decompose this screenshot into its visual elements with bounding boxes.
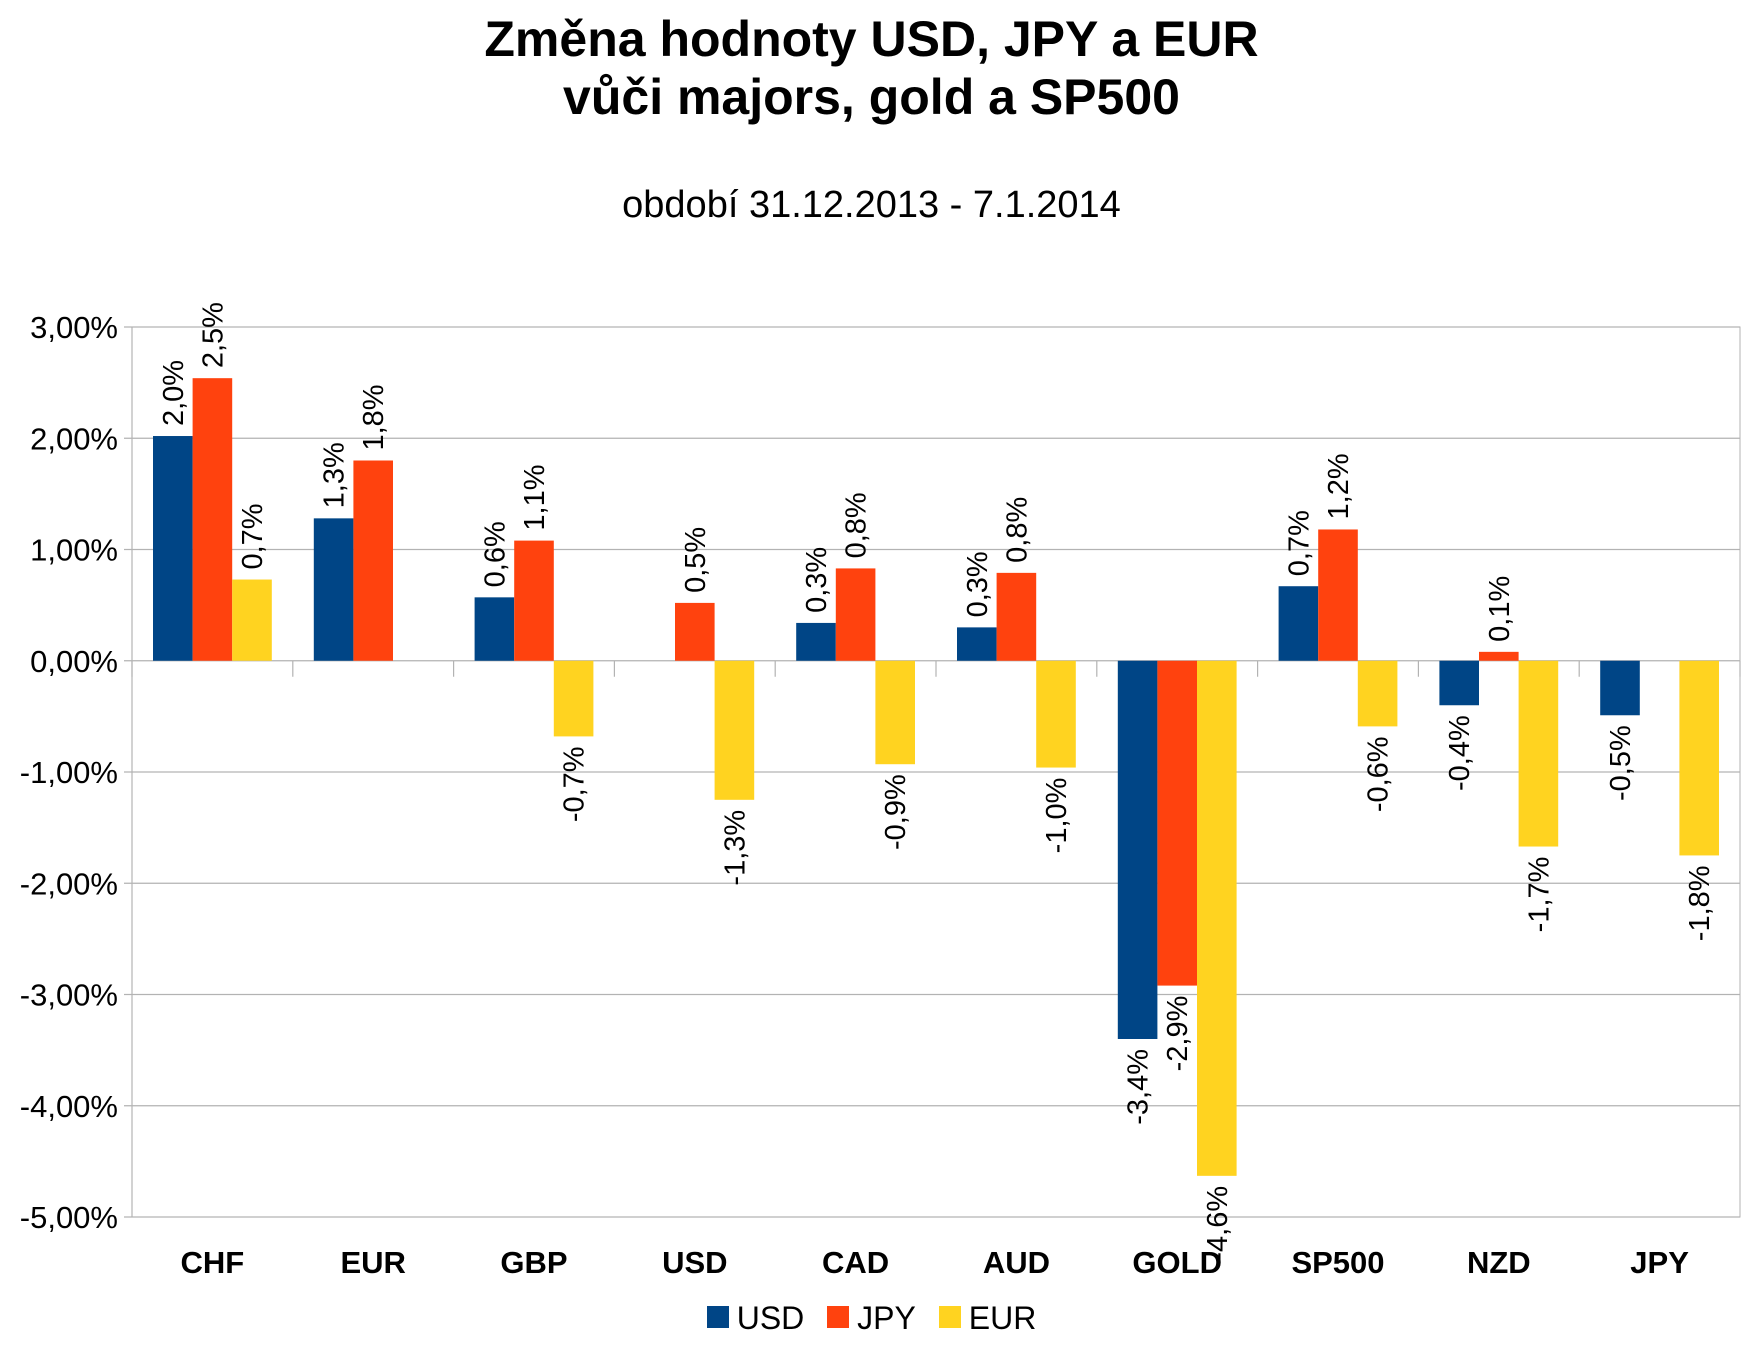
x-tick-label: CAD [822, 1245, 889, 1280]
legend-swatch-eur [938, 1306, 961, 1328]
grid-lines [124, 326, 1741, 1218]
legend-item-usd: USD [706, 1300, 805, 1336]
data-label: 0,7% [1283, 510, 1315, 576]
legend-swatch-jpy [827, 1306, 850, 1328]
data-label: 0,8% [1001, 497, 1033, 563]
bar-jpy-gold [1157, 660, 1197, 986]
bar-jpy-cad [835, 568, 876, 661]
data-label: 1,8% [358, 384, 390, 450]
bar-eur-jpy [1679, 660, 1719, 856]
data-label: 1,1% [519, 464, 551, 530]
legend-label-jpy: JPY [857, 1300, 916, 1336]
bar-eur-sp500 [1357, 660, 1398, 727]
bar-usd-aud [957, 627, 997, 661]
bar-eur-aud [1036, 660, 1076, 768]
legend: USD JPY EUR [0, 1300, 1743, 1336]
bar-jpy-chf [192, 378, 233, 661]
data-label: -4,6% [1202, 1186, 1234, 1262]
bars [153, 378, 1719, 1176]
bar-eur-nzd [1518, 660, 1559, 847]
bar-usd-nzd [1439, 660, 1479, 706]
bar-eur-cad [875, 660, 915, 765]
data-label: 1,3% [319, 442, 351, 508]
chart-title-line-1: Změna hodnoty USD, JPY a EUR [484, 11, 1259, 67]
x-tick-label: NZD [1467, 1245, 1531, 1280]
y-tick-label: 1,00% [30, 533, 118, 568]
data-label: -1,0% [1041, 778, 1073, 854]
data-label: 1,2% [1323, 453, 1355, 519]
data-label: 2,0% [158, 360, 190, 426]
bar-usd-cad [796, 622, 836, 661]
y-tick-label: 3,00% [30, 310, 118, 345]
x-tick-label: JPY [1630, 1245, 1689, 1280]
bar-usd-jpy [1600, 660, 1640, 716]
bar-jpy-usd [675, 602, 715, 661]
y-tick-label: -3,00% [20, 978, 118, 1013]
bar-eur-usd [714, 660, 755, 800]
legend-swatch-usd [706, 1306, 729, 1328]
x-tick-label: AUD [983, 1245, 1050, 1280]
legend-label-eur: EUR [968, 1300, 1037, 1336]
data-label: -0,5% [1605, 725, 1637, 801]
bar-usd-sp500 [1278, 586, 1319, 661]
legend-item-jpy: JPY [827, 1300, 916, 1336]
bar-eur-gbp [553, 660, 594, 737]
data-label: 0,6% [479, 521, 511, 587]
bar-usd-chf [153, 436, 193, 661]
chart-title-line-2: vůči majors, gold a SP500 [563, 69, 1180, 125]
legend-label-usd: USD [736, 1300, 805, 1336]
y-tick-label: -5,00% [20, 1200, 118, 1235]
x-tick-label: GBP [500, 1245, 567, 1280]
x-tick-label: CHF [181, 1245, 245, 1280]
legend-item-eur: EUR [938, 1300, 1037, 1336]
bar-eur-chf [232, 579, 272, 661]
chart-title: Změna hodnoty USD, JPY a EUR vůči majors… [0, 10, 1743, 126]
data-label: 0,3% [801, 547, 833, 613]
y-tick-label: 2,00% [30, 421, 118, 456]
bar-eur-gold [1197, 660, 1237, 1176]
data-label: 0,5% [680, 527, 712, 593]
bar-jpy-eur [353, 460, 393, 661]
y-tick-label: 0,00% [30, 644, 118, 679]
data-label: -0,9% [880, 774, 912, 850]
x-tick-label: USD [662, 1245, 727, 1280]
bar-jpy-sp500 [1318, 529, 1358, 661]
data-label: 0,8% [841, 492, 873, 558]
x-tick-label: EUR [340, 1245, 405, 1280]
data-label: -3,4% [1123, 1049, 1155, 1125]
axes: 3,00% 2,00% 1,00% 0,00% -1,00% -2,00% -3,00% -4… [20, 310, 1741, 1280]
x-tick-label: SP500 [1291, 1245, 1384, 1280]
bar-jpy-aud [996, 572, 1037, 661]
data-label: 0,3% [962, 551, 994, 617]
chart-subtitle: období 31.12.2013 - 7.1.2014 [622, 184, 1121, 226]
data-label: 2,5% [197, 302, 229, 368]
data-label: -0,7% [559, 746, 591, 822]
data-label: -0,6% [1363, 736, 1395, 812]
data-label: -0,4% [1444, 715, 1476, 791]
y-tick-label: -4,00% [20, 1089, 118, 1124]
bar-usd-gold [1117, 660, 1158, 1039]
data-label: 0,7% [237, 503, 269, 569]
bar-usd-eur [313, 518, 354, 661]
y-tick-label: -2,00% [20, 866, 118, 901]
bar-chart: 3,00% 2,00% 1,00% 0,00% -1,00% -2,00% -3,00% -4… [20, 302, 1741, 1280]
bar-jpy-gbp [514, 540, 554, 661]
x-tick-label: GOLD [1132, 1245, 1222, 1280]
data-label: -1,7% [1523, 857, 1555, 933]
bar-jpy-nzd [1479, 651, 1519, 661]
data-label: -1,8% [1684, 865, 1716, 941]
data-label: -1,3% [719, 810, 751, 886]
data-labels: 2,0% 1,3% 0,6% 0,3% 0,3% -3,4% 0,7% -0,4% -0,5% 2… [158, 302, 1716, 1262]
y-tick-label: -1,00% [20, 755, 118, 790]
data-label: 0,1% [1484, 576, 1516, 642]
bar-usd-gbp [474, 597, 515, 661]
data-label: -2,9% [1162, 996, 1194, 1072]
